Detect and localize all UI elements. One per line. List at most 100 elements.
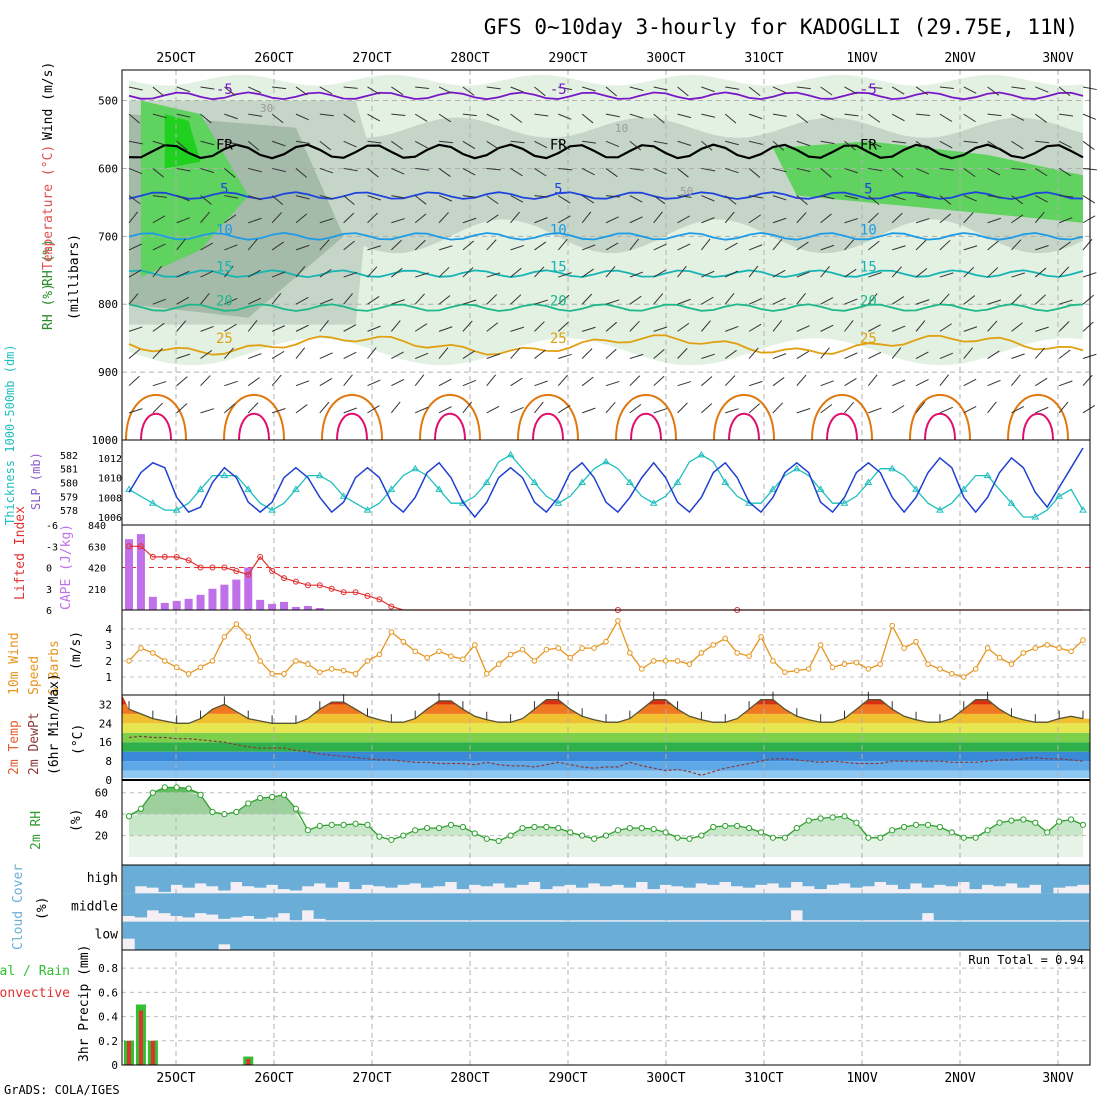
wind-barb bbox=[200, 86, 215, 90]
wind-barb bbox=[796, 140, 811, 147]
wind10-point bbox=[138, 645, 144, 651]
cloud-cell-high bbox=[146, 865, 160, 888]
wind10-point bbox=[281, 670, 287, 677]
temp-color-band bbox=[122, 732, 1090, 743]
wind-barb bbox=[915, 239, 927, 251]
cloud-cell-high bbox=[886, 865, 899, 885]
wind-barb bbox=[987, 299, 1002, 305]
cloud-cell-middle bbox=[886, 893, 899, 921]
wind-barb bbox=[629, 320, 640, 332]
cloud-cell-low bbox=[397, 921, 410, 950]
cloud-cell-middle bbox=[790, 893, 803, 911]
wind-barb bbox=[414, 113, 428, 122]
wind-barb bbox=[653, 86, 668, 91]
wind-barb bbox=[224, 297, 238, 305]
wind-barb bbox=[820, 265, 830, 278]
cloud-cell-low bbox=[134, 921, 148, 950]
wind-barb bbox=[653, 375, 665, 387]
cloud-cell-middle bbox=[909, 893, 923, 921]
wind-barb bbox=[200, 325, 214, 332]
wind-barb bbox=[438, 245, 453, 251]
wind10-point bbox=[960, 674, 967, 680]
cloud-cell-high bbox=[909, 865, 923, 884]
rh2m-point bbox=[280, 791, 288, 798]
rh2m-point bbox=[1056, 818, 1063, 825]
wind-barb bbox=[319, 378, 333, 387]
wind-tick-label: 2 bbox=[105, 655, 112, 668]
wind-barb bbox=[415, 86, 430, 89]
wind-barb bbox=[915, 351, 929, 359]
wind-barb bbox=[939, 86, 954, 89]
rh2m-point bbox=[328, 821, 335, 828]
wind-barb bbox=[486, 272, 501, 278]
wind-barb bbox=[558, 86, 573, 91]
wind-barb bbox=[319, 195, 334, 200]
cloud-cell-low bbox=[230, 921, 243, 950]
date-label-bottom: 1NOV bbox=[846, 1071, 877, 1086]
cloud-cell-low bbox=[933, 921, 947, 950]
pressure-tick-label: 1000 bbox=[92, 434, 119, 447]
run-total-label: Run Total = 0.94 bbox=[968, 953, 1084, 967]
wind-barb bbox=[510, 168, 523, 177]
cloud-cell-low bbox=[444, 921, 458, 950]
cape-bar bbox=[148, 596, 157, 610]
wind-barb bbox=[200, 349, 213, 359]
wind-barb bbox=[295, 140, 310, 145]
cloud-cell-high bbox=[754, 865, 768, 885]
wind-barb bbox=[1058, 168, 1072, 177]
precip-label-total: Total / Rain bbox=[0, 964, 70, 979]
warm-cell-35 bbox=[434, 412, 466, 441]
wind-barb bbox=[462, 299, 477, 305]
cloud-cell-middle bbox=[158, 893, 171, 914]
wind-tick-label: 3 bbox=[105, 639, 112, 652]
wind-barb bbox=[629, 375, 641, 387]
wind-barb bbox=[1035, 326, 1049, 332]
cloud-cell-middle bbox=[659, 893, 672, 921]
wind-barb bbox=[915, 320, 926, 332]
thickness-point bbox=[578, 478, 587, 485]
wind-barb bbox=[486, 113, 500, 121]
wind-barb bbox=[176, 270, 190, 278]
wind-barb bbox=[414, 140, 428, 149]
wind-barb bbox=[581, 195, 595, 204]
wind-barb bbox=[701, 403, 713, 414]
wind-barb bbox=[295, 113, 309, 121]
wind-barb bbox=[128, 86, 143, 91]
cloud-cell-middle bbox=[719, 893, 732, 921]
wind10-point bbox=[245, 634, 252, 640]
cloud-cell-low bbox=[921, 921, 935, 950]
cloud-cell-low bbox=[468, 921, 482, 950]
wind-barb bbox=[319, 320, 329, 332]
cloud-cell-low bbox=[683, 921, 696, 950]
wind-barb bbox=[1035, 406, 1049, 414]
warm-cell-35 bbox=[728, 412, 760, 441]
wind-barb bbox=[224, 86, 236, 96]
warm-cell-35 bbox=[826, 412, 858, 441]
rh2m-point bbox=[710, 823, 717, 831]
wind-barb bbox=[1034, 294, 1046, 305]
cloud-cell-middle bbox=[1052, 893, 1066, 921]
wind10-point bbox=[853, 659, 860, 666]
lifted-index-point bbox=[352, 589, 359, 596]
wind-barb bbox=[1011, 374, 1021, 387]
wind-barb bbox=[915, 401, 926, 414]
wind-barb bbox=[701, 86, 715, 93]
wind-barb bbox=[748, 168, 761, 178]
thickness-point bbox=[292, 485, 300, 492]
wind-barb bbox=[343, 113, 356, 123]
wind10-point bbox=[782, 669, 788, 675]
date-label-bottom: 3NOV bbox=[1042, 1071, 1073, 1086]
cloud-cell-middle bbox=[1029, 893, 1042, 921]
warm-cell-30 bbox=[811, 394, 873, 441]
wind-barb bbox=[295, 324, 309, 332]
wind-barb bbox=[868, 351, 882, 359]
wind-barb bbox=[1035, 195, 1048, 203]
cloud-cell-middle bbox=[420, 893, 434, 921]
wind-barb bbox=[844, 195, 859, 200]
wind-barb bbox=[510, 211, 520, 224]
rh2m-point bbox=[233, 808, 240, 816]
wind-barb bbox=[724, 211, 735, 224]
cloud-cell-low bbox=[909, 921, 923, 950]
rh2m-point bbox=[424, 824, 431, 832]
temp-label: 2m DewPt bbox=[27, 712, 42, 775]
